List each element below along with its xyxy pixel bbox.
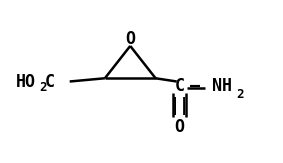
Text: C: C — [175, 77, 185, 95]
Text: C: C — [45, 73, 55, 91]
Text: 2: 2 — [236, 88, 243, 101]
Text: O: O — [175, 118, 185, 136]
Text: ||: || — [170, 97, 190, 115]
Text: HO: HO — [16, 73, 36, 91]
Text: O: O — [125, 30, 135, 48]
Text: —: — — [190, 77, 200, 95]
Text: NH: NH — [212, 77, 232, 95]
Text: 2: 2 — [40, 82, 47, 95]
